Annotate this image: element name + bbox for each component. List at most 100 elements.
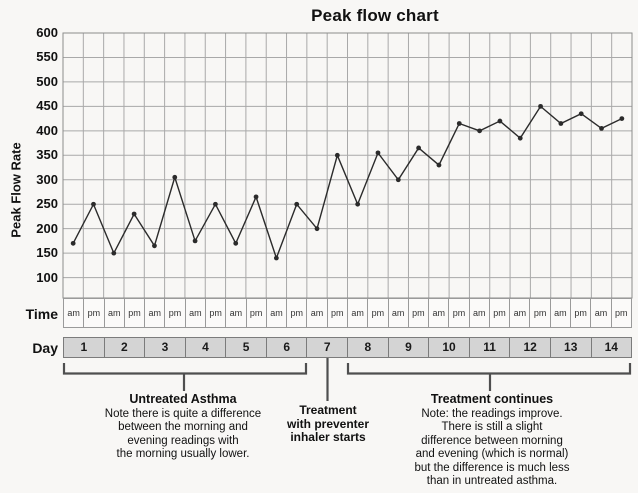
annotation-line: Note: the readings improve. <box>421 408 563 420</box>
time-row: am pm am pm am pm am pm am pm am pm am pm am pm am pm am pm… <box>63 298 632 328</box>
day-cell: 5 <box>226 338 267 357</box>
time-cell-am: am <box>551 299 572 327</box>
data-point <box>334 152 340 158</box>
data-point <box>314 226 320 232</box>
annotation-line: difference between morning <box>421 434 563 447</box>
data-point <box>416 145 422 151</box>
day-cell: 14 <box>604 340 618 354</box>
time-cell-pm: pm <box>530 299 551 327</box>
day-cell: 9 <box>389 338 430 357</box>
day-cell: 12 <box>510 338 551 357</box>
time-cell-pm: pm <box>368 299 389 327</box>
annotation-line: the morning usually lower. <box>116 448 250 461</box>
y-tick-label: 600 <box>36 25 58 40</box>
y-tick-label: 150 <box>36 245 58 261</box>
annotation-untreated-heading: Untreated Asthma <box>129 392 237 406</box>
time-cell-am: am <box>307 299 328 327</box>
day-cell: 3 <box>145 338 186 357</box>
day-row: 1 2 3 4 5 6 7 8 9 10 11 12 13 14 <box>63 337 632 358</box>
time-cell-am: am <box>348 299 369 327</box>
time-cell-am: am <box>591 299 612 327</box>
time-cell-pm: pm <box>614 308 628 318</box>
data-point <box>517 135 523 141</box>
annotation-treatment-continues-heading: Treatment continues <box>430 392 554 406</box>
annotation-line: evening readings with <box>127 434 239 447</box>
annotation-line: Treatment <box>299 403 357 417</box>
y-tick-label: 500 <box>36 73 58 89</box>
treatment-continues-bracket <box>346 363 632 375</box>
day-cell: 13 <box>551 338 592 357</box>
data-point <box>152 243 157 249</box>
data-point <box>456 121 462 126</box>
time-cell-pm: pm <box>287 299 308 327</box>
time-cell-pm: pm <box>490 299 511 327</box>
annotation-treatment-continues: Treatment continues Note: the readings i… <box>381 392 603 488</box>
annotation-line: between the morning and <box>118 421 248 434</box>
data-point <box>233 240 239 246</box>
data-point <box>111 250 117 256</box>
annotation-line: and evening (which is normal) <box>415 448 569 461</box>
y-tick-label: 100 <box>36 269 58 285</box>
annotation-treatment-start-body: Treatment with preventer inhaler starts <box>266 403 390 445</box>
annotation-line: with preventer <box>286 416 370 431</box>
data-point <box>578 111 584 117</box>
y-tick-label: 350 <box>36 147 58 163</box>
time-cell-pm: pm <box>571 299 592 327</box>
time-cell-am: am <box>429 299 450 327</box>
peak-flow-line <box>72 105 623 261</box>
data-point <box>558 121 564 126</box>
data-point <box>355 201 361 207</box>
time-cell-am: am <box>145 299 166 327</box>
data-point <box>131 211 137 217</box>
time-cell-am: am <box>226 299 247 327</box>
time-cell-am: am <box>186 299 206 327</box>
time-row-label: Time <box>25 306 58 322</box>
time-cell-pm: pm <box>247 299 267 327</box>
y-tick-label: 450 <box>36 98 58 114</box>
data-point <box>91 201 96 207</box>
annotation-line: than in untreated asthma. <box>426 475 558 488</box>
y-tick-label: 550 <box>36 49 58 65</box>
data-point <box>619 116 625 122</box>
annotation-untreated-body: Note there is quite a difference between … <box>43 408 323 462</box>
time-cell-am: am <box>510 299 531 327</box>
day-cell: 2 <box>105 338 146 357</box>
y-tick-label: 250 <box>36 196 58 212</box>
time-cell-pm: pm <box>84 299 105 327</box>
day-cell: 6 <box>267 338 308 357</box>
data-point <box>599 125 604 131</box>
day-cell: 4 <box>186 338 227 357</box>
y-tick-label: 400 <box>36 122 58 138</box>
data-point <box>172 174 178 180</box>
y-tick-label: 200 <box>36 220 58 236</box>
data-point <box>497 118 503 124</box>
time-cell-pm: pm <box>125 299 146 327</box>
data-point <box>395 177 401 183</box>
day-cell: 1 <box>64 338 105 357</box>
data-point <box>273 255 279 261</box>
time-cell-am: am <box>64 299 85 327</box>
data-point <box>538 103 543 109</box>
data-point <box>253 194 259 200</box>
annotation-line: Note there is quite a difference <box>104 408 262 420</box>
day-cell: 10 <box>429 338 470 357</box>
annotation-treatment-start: Treatment with preventer inhaler starts <box>266 403 390 445</box>
time-cell-pm: pm <box>206 299 227 327</box>
time-cell-am: am <box>389 299 409 327</box>
untreated-bracket <box>62 363 308 375</box>
day-cell: 8 <box>348 338 389 357</box>
annotation-untreated-asthma: Untreated Asthma Note there is quite a d… <box>43 392 323 462</box>
data-point <box>213 201 218 207</box>
data-point <box>192 238 198 244</box>
annotation-line: inhaler starts <box>290 430 366 444</box>
time-cell-pm: pm <box>449 299 470 327</box>
data-point <box>294 201 300 207</box>
annotation-line: There is still a slight <box>441 421 543 434</box>
day-row-label: Day <box>32 340 58 356</box>
data-point <box>375 150 381 156</box>
annotation-line: but the difference is much less <box>414 461 570 474</box>
data-point <box>436 162 442 168</box>
time-cell-pm: pm <box>328 299 348 327</box>
